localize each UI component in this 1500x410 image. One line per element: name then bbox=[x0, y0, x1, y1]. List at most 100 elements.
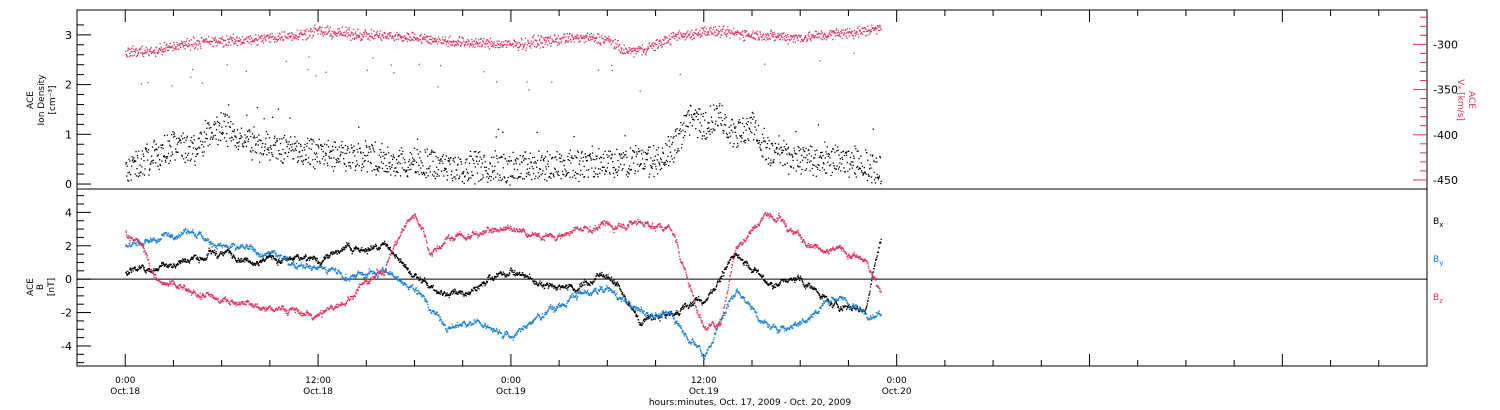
bottom-y-tick-label: -4 bbox=[61, 340, 72, 353]
top-point bbox=[303, 146, 305, 149]
top-point bbox=[297, 38, 300, 41]
top-point bbox=[187, 159, 189, 161]
bottom-point bbox=[251, 261, 254, 264]
top-point bbox=[615, 168, 617, 170]
top-point bbox=[379, 30, 382, 32]
top-point bbox=[714, 31, 716, 34]
bottom-point bbox=[395, 254, 397, 256]
top-point bbox=[172, 49, 174, 52]
top-point bbox=[740, 140, 742, 143]
top-point bbox=[729, 142, 731, 144]
top-point bbox=[604, 39, 606, 41]
top-point bbox=[641, 54, 643, 56]
top-point bbox=[572, 176, 574, 178]
top-point bbox=[700, 131, 702, 133]
top-point bbox=[298, 36, 300, 38]
top-point bbox=[767, 38, 769, 41]
bottom-point bbox=[480, 284, 482, 287]
bottom-point bbox=[598, 274, 600, 277]
top-point bbox=[267, 147, 269, 149]
top-point bbox=[593, 40, 596, 43]
top-point bbox=[871, 155, 873, 157]
top-point bbox=[649, 146, 651, 148]
top-point bbox=[639, 150, 641, 152]
top-point bbox=[708, 31, 710, 34]
top-point bbox=[236, 44, 239, 47]
top-point bbox=[672, 161, 675, 163]
bottom-point bbox=[396, 255, 398, 257]
top-point bbox=[411, 163, 413, 166]
top-point bbox=[428, 35, 430, 38]
top-point bbox=[175, 151, 177, 153]
top-point bbox=[830, 174, 832, 177]
top-point bbox=[451, 180, 454, 182]
top-point bbox=[640, 153, 643, 155]
bottom-point bbox=[222, 254, 224, 256]
bottom-point bbox=[363, 249, 366, 252]
top-point bbox=[800, 148, 802, 150]
top-point bbox=[562, 36, 564, 39]
top-point bbox=[505, 40, 507, 42]
top-point bbox=[628, 51, 630, 53]
bottom-point bbox=[222, 255, 224, 257]
top-point bbox=[367, 37, 370, 39]
top-point bbox=[301, 32, 303, 34]
top-point bbox=[600, 42, 602, 44]
top-point bbox=[505, 46, 508, 49]
top-point bbox=[391, 164, 393, 166]
top-point bbox=[789, 165, 792, 167]
top-point bbox=[381, 142, 383, 145]
top-point bbox=[488, 168, 490, 170]
top-point bbox=[451, 40, 453, 43]
top-point bbox=[648, 146, 650, 148]
bottom-point bbox=[497, 275, 499, 278]
top-point bbox=[436, 175, 438, 177]
top-point bbox=[441, 42, 443, 45]
top-point bbox=[674, 35, 676, 37]
top-point bbox=[829, 157, 831, 159]
top-point bbox=[505, 180, 507, 183]
bottom-point bbox=[543, 283, 545, 286]
top-point bbox=[722, 129, 724, 132]
top-point bbox=[353, 150, 356, 152]
top-point bbox=[202, 40, 204, 42]
bottom-point bbox=[268, 254, 270, 256]
top-point bbox=[495, 44, 497, 47]
top-point bbox=[457, 156, 460, 159]
bottom-point bbox=[616, 285, 618, 287]
top-point bbox=[291, 33, 294, 35]
top-point bbox=[728, 29, 731, 31]
top-point bbox=[823, 33, 825, 36]
top-point bbox=[192, 36, 195, 38]
top-point bbox=[207, 41, 209, 43]
top-point bbox=[708, 127, 710, 129]
top-point bbox=[303, 29, 305, 32]
top-point bbox=[649, 164, 652, 167]
top-point bbox=[223, 113, 225, 115]
top-point bbox=[432, 160, 434, 162]
bottom-point bbox=[614, 283, 616, 285]
top-point bbox=[295, 142, 297, 144]
bottom-point bbox=[540, 284, 542, 286]
bottom-point bbox=[427, 284, 429, 287]
top-point bbox=[469, 150, 472, 153]
top-point bbox=[337, 32, 340, 34]
top-point bbox=[799, 36, 801, 38]
top-point bbox=[615, 42, 617, 44]
top-point bbox=[616, 171, 618, 173]
top-point bbox=[148, 169, 151, 171]
bottom-point bbox=[202, 259, 205, 261]
top-point bbox=[595, 37, 597, 40]
top-point bbox=[801, 159, 804, 161]
top-point bbox=[267, 133, 269, 135]
top-point bbox=[154, 49, 156, 51]
top-point bbox=[698, 33, 701, 36]
bottom-point bbox=[245, 258, 248, 260]
top-point bbox=[230, 37, 232, 39]
top-point bbox=[178, 137, 180, 139]
top-point bbox=[537, 172, 540, 174]
top-point bbox=[267, 37, 270, 39]
top-point bbox=[125, 53, 127, 56]
bottom-point bbox=[216, 257, 218, 259]
top-point bbox=[670, 155, 673, 157]
